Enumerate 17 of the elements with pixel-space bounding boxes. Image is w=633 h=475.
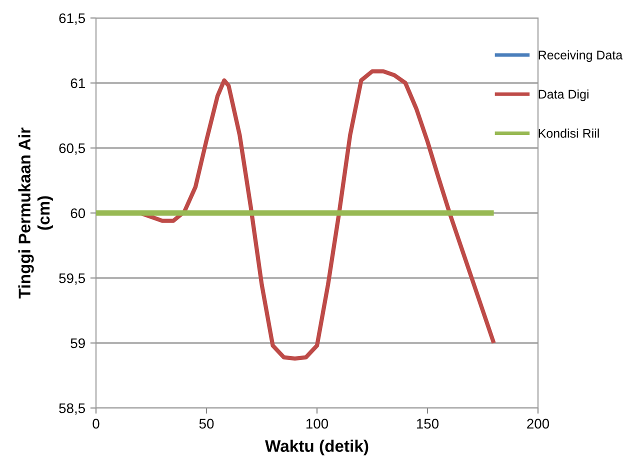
- y-tick-label: 60: [70, 208, 86, 218]
- x-tick-label: 50: [199, 418, 214, 429]
- y-tick-label: 59,5: [59, 273, 86, 285]
- legend-label: Kondisi Riil: [538, 128, 599, 138]
- x-tick-label: 100: [306, 418, 328, 429]
- y-tick-label: 61,5: [59, 13, 86, 25]
- y-tick-label: 61: [70, 78, 85, 88]
- y-tick-label: 59: [70, 338, 85, 348]
- x-axis-title: Waktu (detik): [265, 440, 368, 456]
- legend-label: Data Digi: [538, 89, 588, 102]
- y-tick-label: 58,5: [59, 403, 86, 415]
- x-tick-label: 150: [416, 418, 439, 429]
- x-tick-label: 0: [92, 418, 100, 429]
- legend-label: Receiving Data: [538, 50, 623, 62]
- x-tick-label: 200: [527, 418, 550, 429]
- y-tick-label: 60,5: [59, 143, 86, 155]
- y-axis-title: Tinggi Permukaan Air (cm): [18, 128, 53, 298]
